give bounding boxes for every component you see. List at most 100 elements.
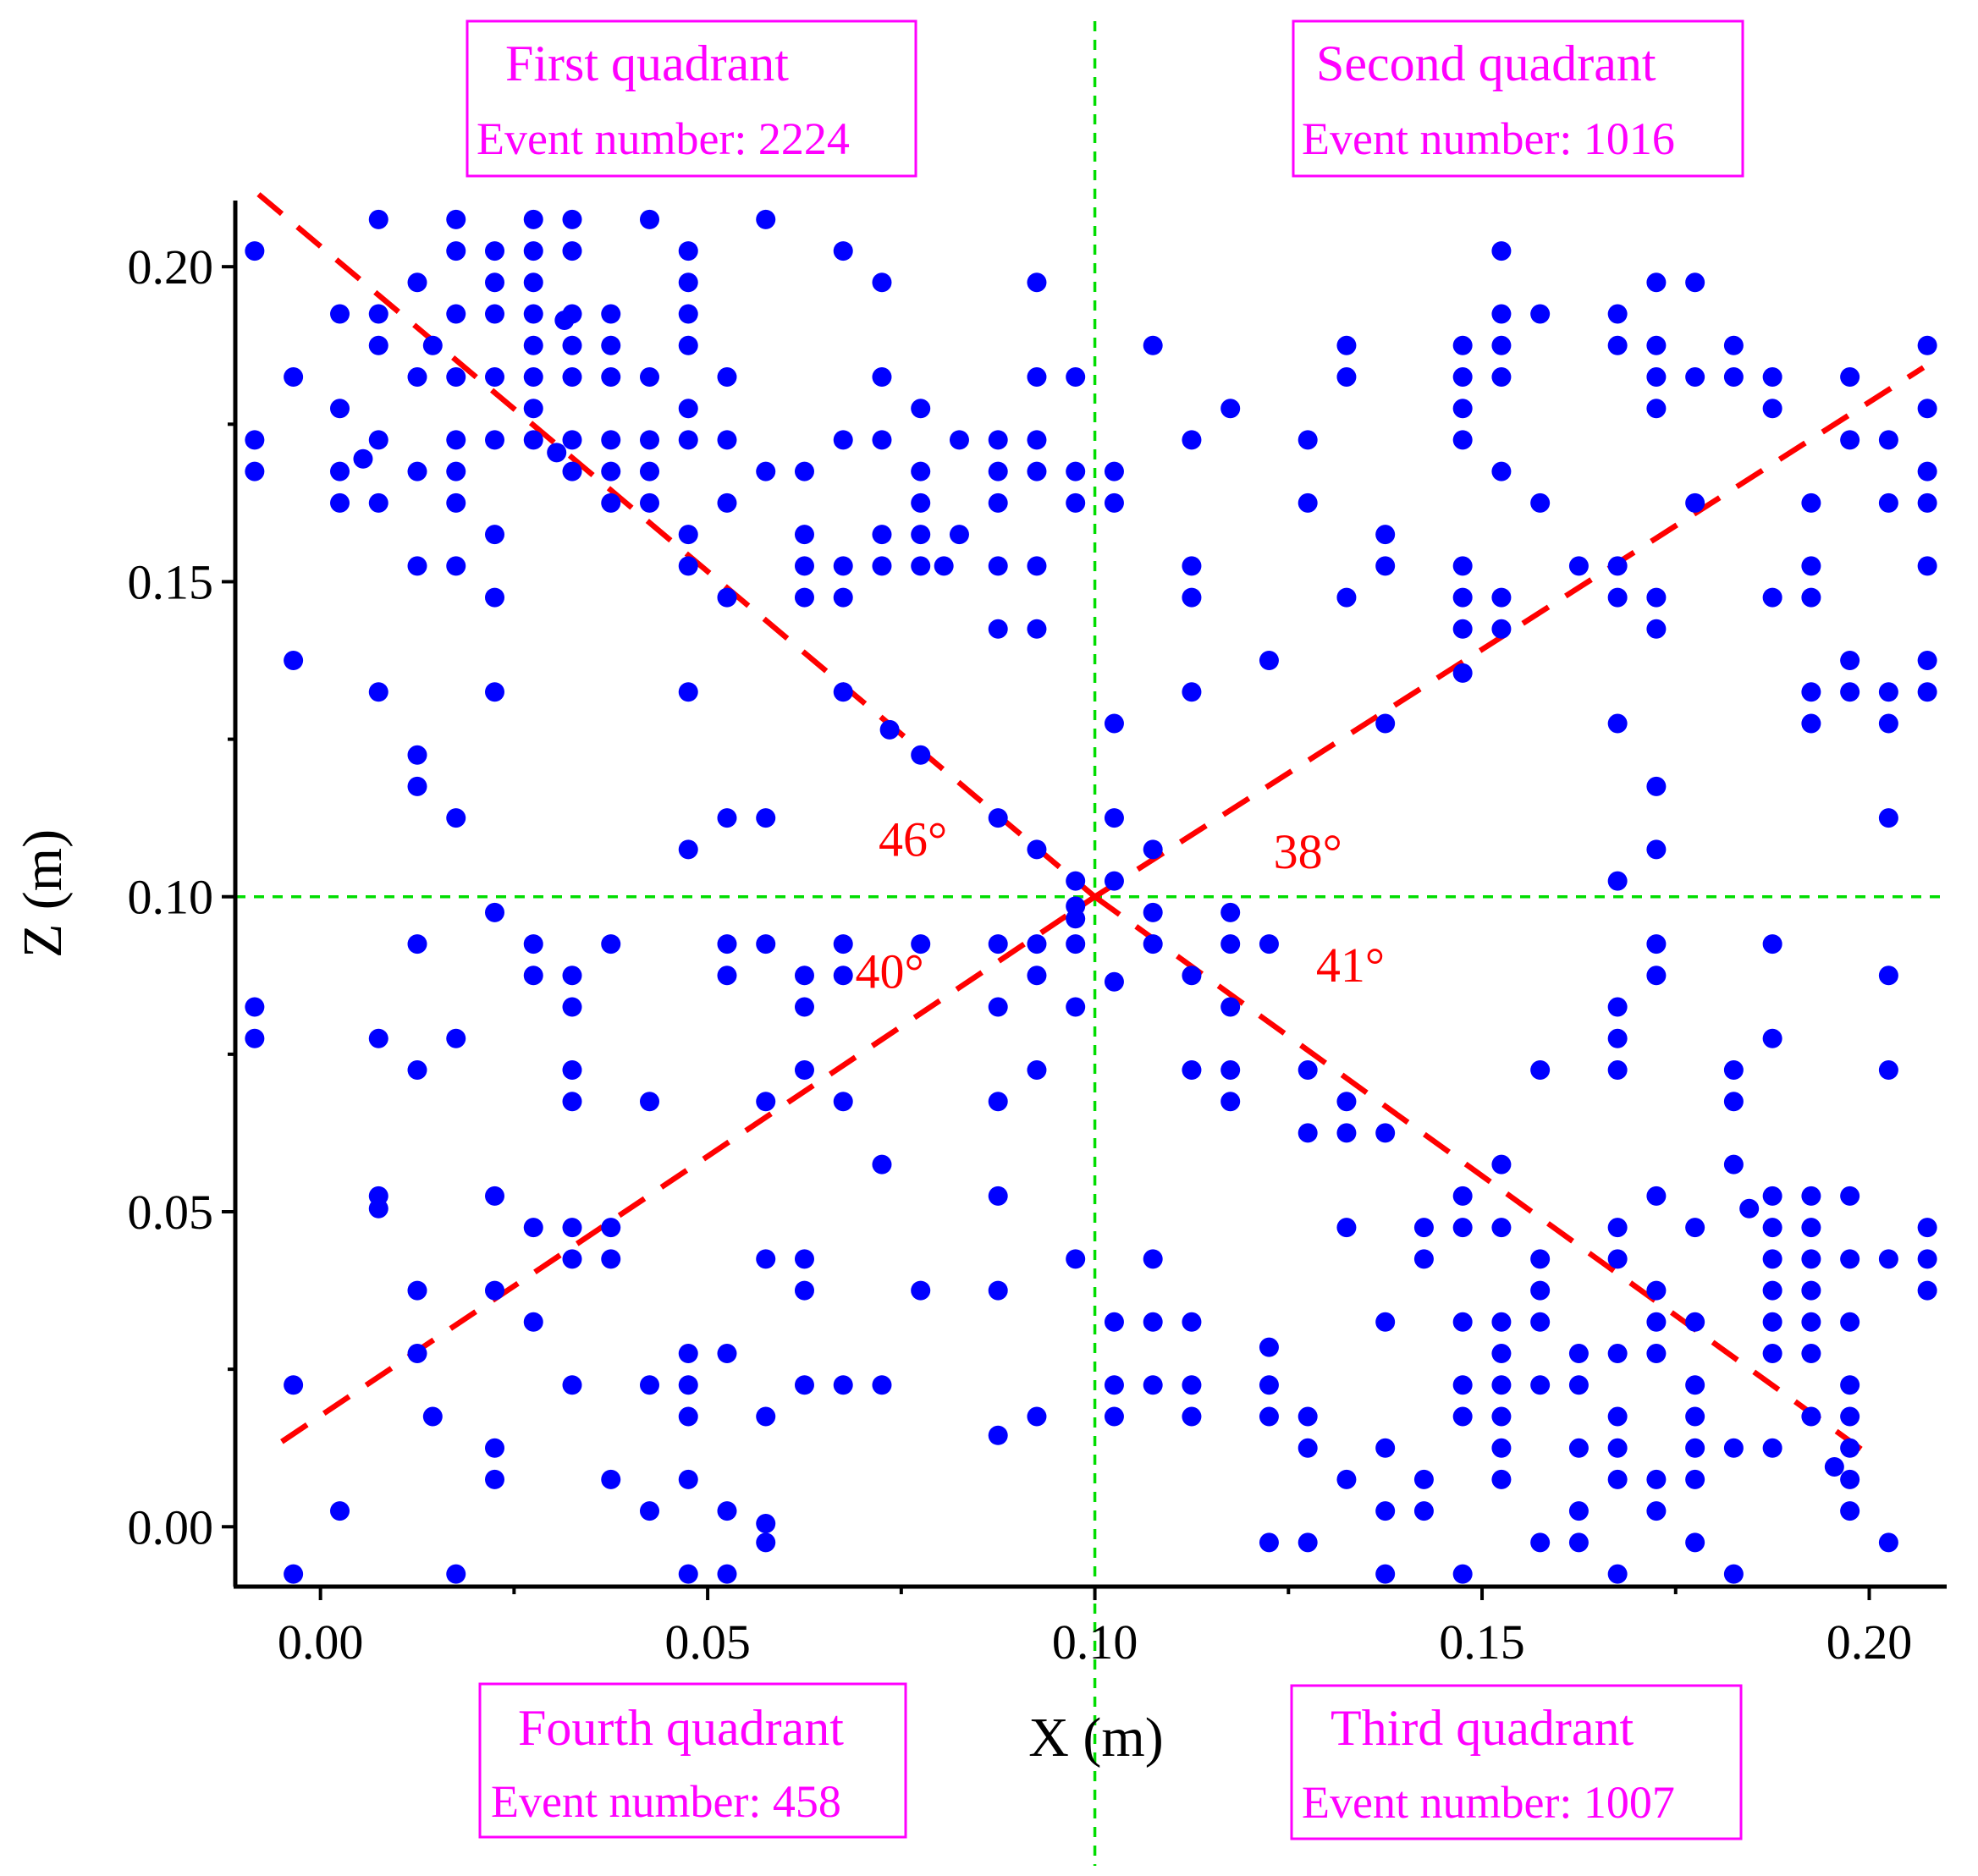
fit-lines	[256, 192, 1926, 1463]
data-point	[1917, 335, 1937, 355]
data-point	[1298, 1123, 1318, 1143]
data-point	[1413, 1469, 1434, 1489]
data-point	[872, 556, 892, 576]
data-point	[1336, 1218, 1357, 1238]
data-point	[523, 1312, 543, 1332]
data-point	[1568, 1501, 1589, 1521]
data-point	[1607, 556, 1628, 576]
data-point	[911, 525, 931, 545]
quadrant-box-first: First quadrant Event number: 2224	[466, 19, 917, 178]
data-point	[1336, 587, 1357, 608]
data-point	[1375, 713, 1396, 734]
data-point	[1878, 1059, 1898, 1080]
data-point	[1452, 1406, 1473, 1427]
data-point	[562, 966, 582, 986]
data-point	[1723, 1092, 1744, 1112]
data-point	[639, 1092, 659, 1112]
data-point	[911, 399, 931, 419]
data-point	[756, 209, 776, 229]
data-point	[949, 430, 969, 450]
data-point	[1220, 399, 1241, 419]
y-axis-title: Z (m)	[12, 829, 74, 958]
data-point	[368, 1198, 388, 1219]
data-point	[1801, 1186, 1821, 1206]
y-tick-label: 0.00	[128, 1499, 214, 1554]
data-point	[911, 1280, 931, 1301]
data-point	[678, 525, 698, 545]
data-point	[422, 335, 443, 355]
data-point	[678, 272, 698, 293]
data-point	[678, 1564, 698, 1584]
x-axis-title: X (m)	[1028, 1707, 1163, 1769]
data-point	[1840, 1438, 1860, 1458]
quadrant-count-second: Event number: 1016	[1302, 113, 1675, 164]
axis-ticks: 0.00 0.05 0.10 0.15 0.20 0.00 0.05 0.10 0.15 0.20	[128, 239, 1913, 1670]
data-point	[1452, 1375, 1473, 1395]
data-point	[1801, 1312, 1821, 1332]
data-point	[1452, 1312, 1473, 1332]
data-point	[485, 587, 505, 608]
data-point	[1375, 1123, 1396, 1143]
data-point	[872, 430, 892, 450]
data-point	[330, 399, 350, 419]
data-point	[562, 366, 582, 387]
y-tick-label: 0.15	[128, 554, 214, 609]
angle-label: 41°	[1316, 938, 1385, 993]
data-point	[1801, 556, 1821, 576]
data-point	[601, 335, 621, 355]
data-point	[1066, 492, 1086, 513]
data-point	[1220, 997, 1241, 1017]
data-point	[562, 241, 582, 261]
data-point	[368, 335, 388, 355]
data-point	[1491, 1312, 1512, 1332]
data-point	[601, 304, 621, 324]
quadrant-divider-lines	[235, 21, 1947, 1866]
data-point	[1917, 399, 1937, 419]
data-point	[523, 304, 543, 324]
data-point	[368, 430, 388, 450]
data-point	[717, 366, 737, 387]
data-point	[717, 1501, 737, 1521]
quadrant-box-third: Third quadrant Event number: 1007	[1290, 1684, 1743, 1840]
data-point	[1143, 934, 1163, 955]
data-point	[678, 1406, 698, 1427]
data-point	[1685, 1375, 1705, 1395]
data-point	[245, 241, 265, 261]
data-point	[1840, 1249, 1860, 1269]
data-point	[1840, 1186, 1860, 1206]
data-point	[678, 241, 698, 261]
data-point	[446, 1028, 466, 1048]
data-point	[988, 619, 1008, 639]
data-point	[1840, 1375, 1860, 1395]
data-point	[1646, 399, 1667, 419]
data-point	[794, 1375, 814, 1395]
data-point	[678, 556, 698, 576]
data-point	[678, 682, 698, 702]
data-point	[1491, 587, 1512, 608]
quadrant-box-second: Second quadrant Event number: 1016	[1292, 19, 1744, 178]
data-point	[911, 461, 931, 481]
data-point	[562, 1059, 582, 1080]
data-point	[407, 366, 427, 387]
angle-labels: 46° 38° 40° 41°	[856, 811, 1386, 999]
data-point	[717, 1564, 737, 1584]
data-point	[485, 366, 505, 387]
data-point	[717, 430, 737, 450]
data-point	[1762, 934, 1782, 955]
data-point	[1917, 492, 1937, 513]
data-point	[1840, 682, 1860, 702]
data-point	[330, 1501, 350, 1521]
data-point	[368, 682, 388, 702]
x-tick-label: 0.20	[1826, 1615, 1913, 1670]
data-point	[1878, 682, 1898, 702]
data-point	[1530, 1532, 1551, 1553]
data-point	[523, 399, 543, 419]
data-point	[1723, 366, 1744, 387]
data-point	[1336, 1469, 1357, 1489]
data-point	[601, 366, 621, 387]
data-point	[368, 1028, 388, 1048]
data-point	[833, 556, 853, 576]
data-point	[833, 587, 853, 608]
data-point	[794, 966, 814, 986]
data-point	[547, 443, 567, 463]
